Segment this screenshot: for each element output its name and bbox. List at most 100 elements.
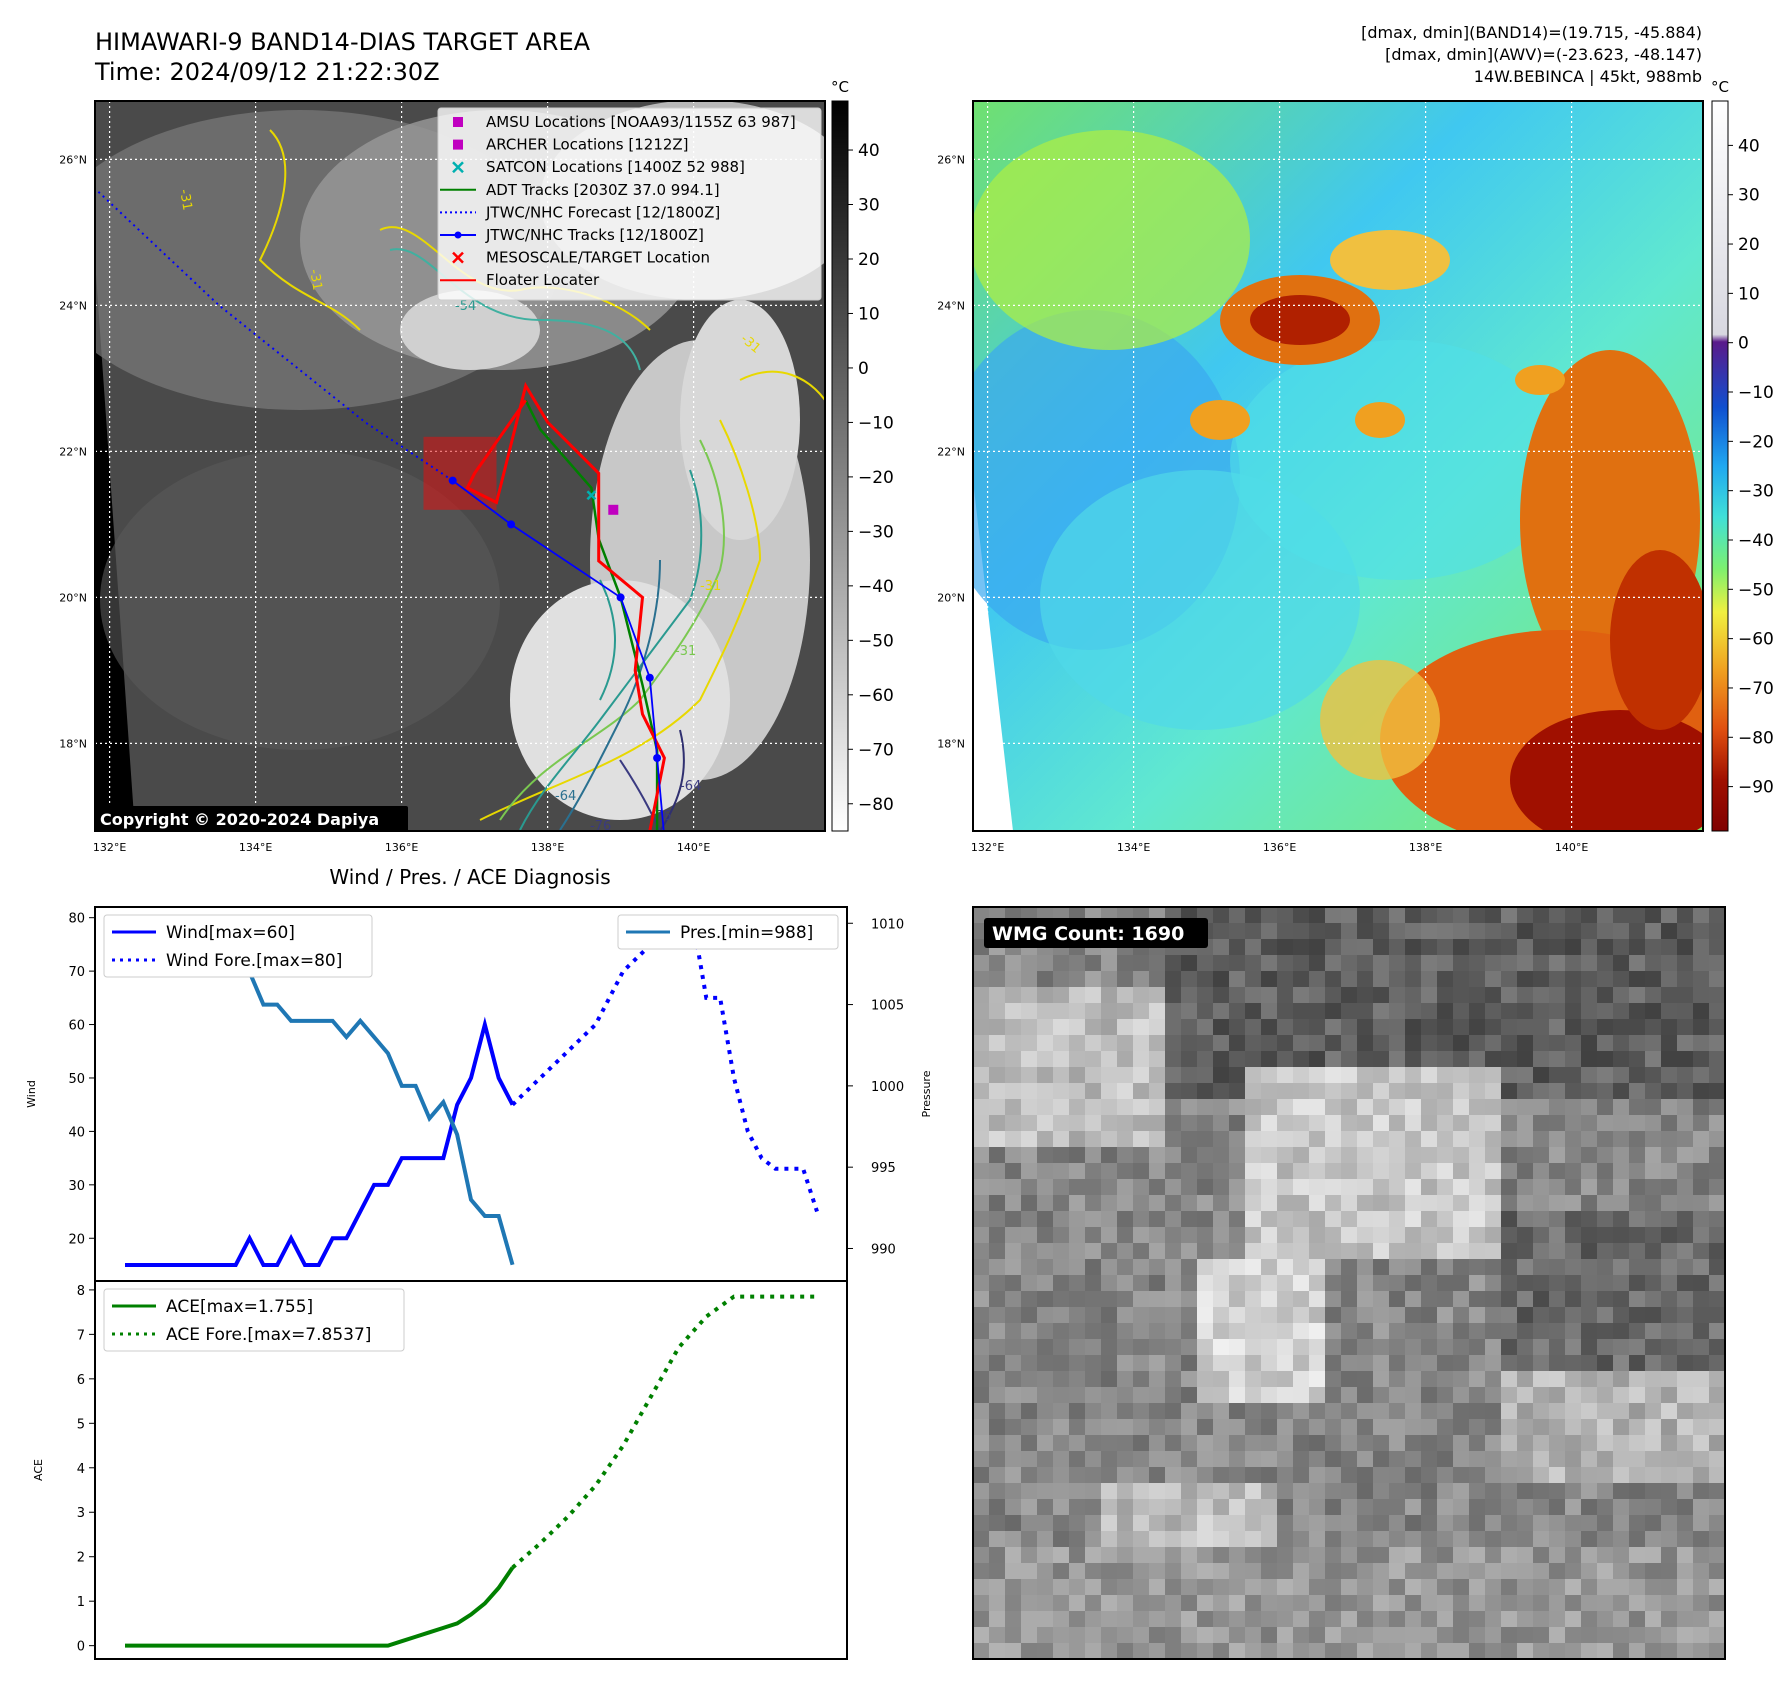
wmg-pixel bbox=[1677, 1483, 1693, 1499]
wmg-pixel bbox=[1357, 1019, 1373, 1035]
wmg-pixel bbox=[1021, 1339, 1037, 1355]
wmg-pixel bbox=[989, 1371, 1005, 1387]
wmg-pixel bbox=[1245, 955, 1261, 971]
wmg-pixel bbox=[1629, 1003, 1645, 1019]
wmg-pixel bbox=[1197, 1595, 1213, 1611]
wmg-pixel bbox=[1213, 987, 1229, 1003]
wmg-pixel bbox=[1325, 1179, 1341, 1195]
wmg-pixel bbox=[1085, 1611, 1101, 1627]
wmg-pixel bbox=[1341, 1579, 1357, 1595]
wmg-pixel bbox=[1133, 1323, 1149, 1339]
wmg-pixel bbox=[1613, 971, 1629, 987]
wmg-pixel bbox=[1293, 1147, 1309, 1163]
wmg-pixel bbox=[1437, 907, 1453, 923]
wmg-pixel bbox=[1069, 971, 1085, 987]
wmg-pixel bbox=[1549, 1403, 1565, 1419]
wmg-pixel bbox=[1693, 1515, 1709, 1531]
wmg-pixel bbox=[1165, 1403, 1181, 1419]
wmg-pixel bbox=[989, 1211, 1005, 1227]
wmg-pixel bbox=[1661, 1643, 1677, 1659]
wmg-pixel bbox=[1213, 939, 1229, 955]
wmg-pixel bbox=[1453, 1163, 1469, 1179]
wmg-pixel bbox=[1485, 1563, 1501, 1579]
wmg-pixel bbox=[1309, 1051, 1325, 1067]
wmg-pixel bbox=[1709, 1019, 1725, 1035]
wmg-pixel bbox=[1661, 1531, 1677, 1547]
wmg-pixel bbox=[1709, 1403, 1725, 1419]
wmg-pixel bbox=[1469, 1259, 1485, 1275]
wmg-pixel bbox=[1117, 971, 1133, 987]
wmg-pixel bbox=[973, 1259, 989, 1275]
wmg-pixel bbox=[1693, 923, 1709, 939]
wmg-pixel bbox=[1229, 1115, 1245, 1131]
wmg-pixel bbox=[1309, 907, 1325, 923]
wmg-pixel bbox=[1181, 1067, 1197, 1083]
wmg-pixel bbox=[1197, 1211, 1213, 1227]
wmg-pixel bbox=[1245, 1323, 1261, 1339]
wmg-pixel bbox=[1597, 1435, 1613, 1451]
wmg-pixel bbox=[1213, 1435, 1229, 1451]
wmg-pixel bbox=[1245, 1051, 1261, 1067]
wmg-pixel bbox=[1597, 987, 1613, 1003]
wmg-pixel bbox=[1661, 1099, 1677, 1115]
wmg-pixel bbox=[1389, 907, 1405, 923]
wmg-pixel bbox=[1197, 1147, 1213, 1163]
wmg-pixel bbox=[1709, 971, 1725, 987]
wmg-pixel bbox=[1549, 1515, 1565, 1531]
wmg-pixel bbox=[1197, 1451, 1213, 1467]
wmg-pixel bbox=[1373, 1211, 1389, 1227]
storm-info: 14W.BEBINCA | 45kt, 988mb bbox=[1474, 67, 1702, 86]
wmg-pixel bbox=[1197, 1307, 1213, 1323]
wmg-pixel bbox=[1421, 1115, 1437, 1131]
wmg-pixel bbox=[1661, 1499, 1677, 1515]
wmg-pixel bbox=[1069, 1067, 1085, 1083]
wmg-pixel bbox=[1421, 1051, 1437, 1067]
wmg-pixel bbox=[1709, 1003, 1725, 1019]
wmg-pixel bbox=[1325, 1019, 1341, 1035]
wmg-pixel bbox=[1677, 1595, 1693, 1611]
wmg-pixel bbox=[1597, 1099, 1613, 1115]
legend-ace: ACE[max=1.755] bbox=[166, 1297, 313, 1317]
wmg-pixel bbox=[1453, 1275, 1469, 1291]
wmg-pixel bbox=[1117, 1243, 1133, 1259]
wmg-pixel bbox=[1005, 1339, 1021, 1355]
wmg-pixel bbox=[1085, 1451, 1101, 1467]
wmg-pixel bbox=[1213, 1163, 1229, 1179]
wmg-pixel bbox=[1101, 1083, 1117, 1099]
wmg-pixel bbox=[1421, 971, 1437, 987]
wmg-pixel bbox=[1405, 1131, 1421, 1147]
wmg-pixel bbox=[1437, 1611, 1453, 1627]
wmg-pixel bbox=[1005, 955, 1021, 971]
wmg-pixel bbox=[1357, 1531, 1373, 1547]
wmg-pixel bbox=[1613, 1563, 1629, 1579]
wmg-pixel bbox=[1517, 1387, 1533, 1403]
wmg-pixel bbox=[1245, 1483, 1261, 1499]
wmg-pixel bbox=[1229, 1243, 1245, 1259]
wmg-pixel bbox=[1501, 1483, 1517, 1499]
wmg-pixel bbox=[1101, 1163, 1117, 1179]
wmg-pixel bbox=[1037, 1275, 1053, 1291]
wmg-pixel bbox=[1309, 1579, 1325, 1595]
wmg-pixel bbox=[1709, 1579, 1725, 1595]
wmg-pixel bbox=[1085, 1051, 1101, 1067]
wmg-pixel bbox=[1613, 1595, 1629, 1611]
wmg-pixel bbox=[1053, 1499, 1069, 1515]
wmg-pixel bbox=[1293, 1595, 1309, 1611]
map2-axis-ticks: 132°E 134°E 136°E 138°E 140°E26°N24°N22°N20°… bbox=[937, 153, 1588, 854]
wmg-pixel bbox=[1421, 1547, 1437, 1563]
wmg-pixel bbox=[1677, 955, 1693, 971]
wmg-pixel bbox=[1133, 1595, 1149, 1611]
wmg-pixel bbox=[1453, 1403, 1469, 1419]
wmg-pixel bbox=[1197, 1355, 1213, 1371]
wmg-pixel bbox=[1229, 1531, 1245, 1547]
wmg-pixel bbox=[1373, 1467, 1389, 1483]
wmg-pixel bbox=[1261, 1115, 1277, 1131]
wmg-pixel bbox=[1245, 1019, 1261, 1035]
wmg-pixel bbox=[1533, 1195, 1549, 1211]
wmg-pixel bbox=[1149, 1611, 1165, 1627]
wmg-pixel bbox=[1117, 1611, 1133, 1627]
wmg-pixel bbox=[1309, 1403, 1325, 1419]
wmg-pixel bbox=[1213, 1531, 1229, 1547]
wmg-pixel bbox=[1453, 1099, 1469, 1115]
wmg-pixel bbox=[1021, 971, 1037, 987]
